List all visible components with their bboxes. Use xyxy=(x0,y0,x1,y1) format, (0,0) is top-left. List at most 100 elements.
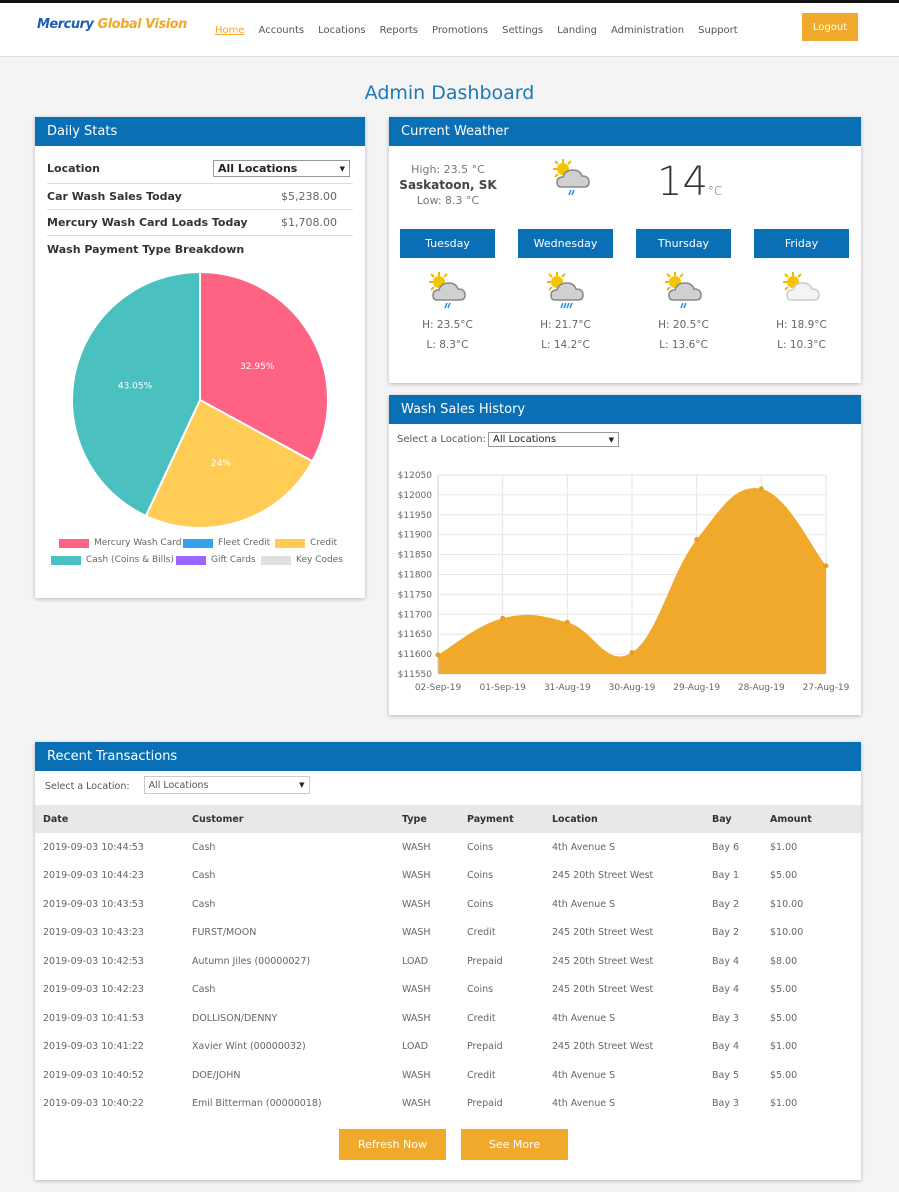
legend-item[interactable]: Gift Cards xyxy=(176,555,256,565)
day-high: H: 23.5°C xyxy=(422,319,473,331)
cell-amount: $5.00 xyxy=(770,984,798,996)
nav-settings[interactable]: Settings xyxy=(502,24,544,36)
data-point[interactable] xyxy=(564,619,570,625)
day-tab-tuesday[interactable]: Tuesday xyxy=(400,229,495,258)
cell-payment: Coins xyxy=(467,984,494,996)
legend-swatch xyxy=(59,538,89,548)
cell-type: LOAD xyxy=(402,955,429,967)
data-point[interactable] xyxy=(694,536,700,542)
logout-button[interactable]: Logout xyxy=(802,13,858,41)
day-tab-wednesday[interactable]: Wednesday xyxy=(518,229,613,258)
day-low: L: 14.2°C xyxy=(541,339,590,351)
column-header[interactable]: Date xyxy=(35,805,184,833)
table-row[interactable]: 2019-09-03 10:44:23 Cash WASH Coins 245 20th… xyxy=(35,862,861,891)
cell-location: 245 20th Street West xyxy=(552,955,654,967)
legend-item[interactable]: Fleet Credit xyxy=(183,538,270,548)
see-more-button[interactable]: See More xyxy=(461,1129,568,1160)
data-point[interactable] xyxy=(758,486,764,492)
table-row[interactable]: 2019-09-03 10:41:22 Xavier Wint (0000003… xyxy=(35,1033,861,1062)
high-temp: High: 23.5 °C xyxy=(411,163,485,176)
cell-bay: Bay 2 xyxy=(712,927,740,939)
pie-slice[interactable] xyxy=(144,398,314,529)
cell-type: WASH xyxy=(402,898,431,910)
history-location-select[interactable]: All Locations ▼ xyxy=(488,432,619,447)
panel-title: Daily Stats xyxy=(35,117,365,146)
table-row[interactable]: 2019-09-03 10:41:53 DOLLISON/DENNY WASH Cre… xyxy=(35,1004,861,1033)
column-header[interactable]: Bay xyxy=(704,805,762,833)
table-row[interactable]: 2019-09-03 10:40:52 DOE/JOHN WASH Credit 4th… xyxy=(35,1061,861,1090)
cell-type: WASH xyxy=(402,927,431,939)
y-tick-label: $11550 xyxy=(398,670,433,680)
table-row[interactable]: 2019-09-03 10:42:53 Autumn Jiles (000000… xyxy=(35,947,861,976)
day-tab-friday[interactable]: Friday xyxy=(754,229,849,258)
dropdown-arrow-icon: ▼ xyxy=(608,435,614,444)
city: Saskatoon, SK xyxy=(399,178,497,192)
data-point[interactable] xyxy=(500,615,506,621)
nav-locations[interactable]: Locations xyxy=(318,24,366,36)
legend-label: Cash (Coins & Bills) xyxy=(86,555,174,565)
y-tick-label: $12000 xyxy=(398,491,433,501)
legend-item[interactable]: Key Codes xyxy=(261,555,343,565)
dropdown-arrow-icon: ▼ xyxy=(339,164,345,173)
page-title: Admin Dashboard xyxy=(364,82,535,104)
cell-location: 245 20th Street West xyxy=(552,1041,654,1053)
cell-date: 2019-09-03 10:41:53 xyxy=(43,1012,144,1024)
loads-label: Mercury Wash Card Loads Today xyxy=(47,216,248,229)
cell-payment: Prepaid xyxy=(467,955,503,967)
pie-slice-label: 24% xyxy=(211,459,231,469)
nav-accounts[interactable]: Accounts xyxy=(258,24,305,36)
legend-swatch xyxy=(176,555,206,565)
table-row[interactable]: 2019-09-03 10:40:22 Emil Bitterman (0000… xyxy=(35,1090,861,1119)
sun-cloud-heavy-rain-icon xyxy=(543,270,589,315)
table-row[interactable]: 2019-09-03 10:43:53 Cash WASH Coins 4th Aven… xyxy=(35,890,861,919)
transactions-location-select[interactable]: All Locations ▼ xyxy=(143,776,310,794)
cell-type: WASH xyxy=(402,1098,431,1110)
nav-administration[interactable]: Administration xyxy=(610,24,685,36)
pie-slice[interactable] xyxy=(71,270,201,518)
cell-customer: Autumn Jiles (00000027) xyxy=(192,955,311,967)
pie-slice[interactable] xyxy=(199,270,329,463)
sun-cloud-icon xyxy=(779,270,825,315)
x-tick-label: 01-Sep-19 xyxy=(479,683,526,693)
legend-item[interactable]: Mercury Wash Card xyxy=(59,538,182,548)
day-high: H: 20.5°C xyxy=(658,319,709,331)
column-header[interactable]: Location xyxy=(544,805,704,833)
y-tick-label: $11950 xyxy=(398,511,433,521)
cell-bay: Bay 4 xyxy=(712,984,740,996)
legend-item[interactable]: Credit xyxy=(275,538,337,548)
cell-type: WASH xyxy=(402,1069,431,1081)
weather-summary: High: 23.5 °C Saskatoon, SK Low: 8.3 °C xyxy=(389,163,507,207)
cell-date: 2019-09-03 10:43:53 xyxy=(43,898,144,910)
day-tab-thursday[interactable]: Thursday xyxy=(636,229,731,258)
nav-reports[interactable]: Reports xyxy=(379,24,418,36)
nav-home[interactable]: Home xyxy=(215,24,245,36)
legend-item[interactable]: Cash (Coins & Bills) xyxy=(51,555,174,565)
select-value: All Locations xyxy=(148,779,209,791)
data-point[interactable] xyxy=(435,652,441,658)
cell-amount: $5.00 xyxy=(770,1069,798,1081)
cell-customer: Cash xyxy=(192,898,216,910)
data-point[interactable] xyxy=(629,650,635,656)
nav-landing[interactable]: Landing xyxy=(557,24,597,36)
data-point[interactable] xyxy=(823,563,829,569)
column-header[interactable]: Payment xyxy=(459,805,544,833)
refresh-now-button[interactable]: Refresh Now xyxy=(339,1129,446,1160)
column-header[interactable]: Amount xyxy=(762,805,861,833)
table-row[interactable]: 2019-09-03 10:42:23 Cash WASH Coins 245 20th… xyxy=(35,976,861,1005)
nav-support[interactable]: Support xyxy=(698,24,738,36)
transactions-panel: Recent Transactions Select a Location: A… xyxy=(35,742,861,1180)
cell-customer: DOLLISON/DENNY xyxy=(192,1012,278,1024)
legend-label: Credit xyxy=(310,538,338,548)
column-header[interactable]: Type xyxy=(394,805,459,833)
y-tick-label: $11900 xyxy=(398,531,433,541)
column-header[interactable]: Customer xyxy=(184,805,394,833)
y-tick-label: $11600 xyxy=(398,650,433,660)
nav-promotions[interactable]: Promotions xyxy=(432,24,489,36)
x-tick-label: 27-Aug-19 xyxy=(803,683,850,693)
day-low: L: 8.3°C xyxy=(426,339,469,351)
table-row[interactable]: 2019-09-03 10:44:53 Cash WASH Coins 4th Aven… xyxy=(35,833,861,862)
table-row[interactable]: 2019-09-03 10:43:23 FURST/MOON WASH Credit 2… xyxy=(35,919,861,948)
day-low: L: 10.3°C xyxy=(777,339,826,351)
logo[interactable]: Mercury Global Vision xyxy=(37,17,187,32)
location-select[interactable]: All Locations ▼ xyxy=(213,160,350,177)
